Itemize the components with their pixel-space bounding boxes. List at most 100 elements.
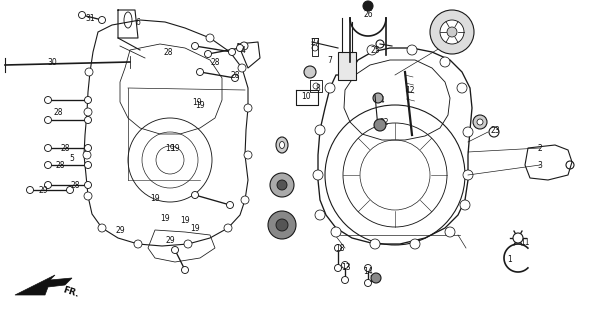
Text: 19: 19 (170, 143, 180, 153)
Circle shape (85, 68, 93, 76)
Circle shape (241, 196, 249, 204)
Circle shape (276, 219, 288, 231)
Circle shape (44, 116, 52, 124)
Text: 16: 16 (275, 180, 285, 189)
Circle shape (44, 162, 52, 169)
Circle shape (244, 104, 252, 112)
Text: 3: 3 (537, 161, 543, 170)
Text: 7: 7 (328, 55, 332, 65)
Circle shape (184, 240, 192, 248)
Circle shape (315, 210, 325, 220)
Circle shape (463, 170, 473, 180)
Text: 28: 28 (230, 70, 240, 79)
Circle shape (44, 181, 52, 188)
Circle shape (84, 108, 92, 116)
Text: 26: 26 (363, 10, 373, 19)
Circle shape (371, 273, 381, 283)
Circle shape (477, 119, 483, 125)
Circle shape (473, 115, 487, 129)
Circle shape (270, 173, 294, 197)
Circle shape (447, 27, 457, 37)
Text: 28: 28 (164, 47, 173, 57)
Text: 10: 10 (301, 92, 311, 100)
Text: 5: 5 (69, 154, 74, 163)
Circle shape (244, 151, 252, 159)
Text: 8: 8 (316, 84, 320, 92)
Text: 29: 29 (165, 236, 175, 244)
Text: 11: 11 (521, 237, 530, 246)
Circle shape (374, 119, 386, 131)
Circle shape (226, 202, 234, 209)
Circle shape (365, 279, 371, 286)
Circle shape (181, 267, 189, 274)
Text: 28: 28 (210, 58, 220, 67)
Circle shape (313, 170, 323, 180)
Text: 27: 27 (310, 37, 320, 46)
Circle shape (268, 211, 296, 239)
Text: 29: 29 (38, 186, 48, 195)
Text: 17: 17 (275, 140, 285, 149)
Circle shape (407, 45, 417, 55)
Text: 9: 9 (307, 68, 313, 76)
Text: 4: 4 (241, 45, 246, 54)
Circle shape (513, 233, 523, 243)
Circle shape (84, 162, 92, 169)
Circle shape (430, 10, 474, 54)
Circle shape (192, 191, 198, 198)
Circle shape (325, 83, 335, 93)
Text: FR.: FR. (62, 285, 80, 299)
Circle shape (331, 227, 341, 237)
Circle shape (134, 240, 142, 248)
Circle shape (204, 51, 211, 58)
Circle shape (228, 49, 235, 55)
Ellipse shape (280, 141, 285, 148)
Circle shape (370, 239, 380, 249)
Circle shape (237, 44, 244, 52)
Polygon shape (15, 275, 72, 295)
Circle shape (44, 97, 52, 103)
Circle shape (84, 145, 92, 151)
Text: 14: 14 (363, 268, 373, 276)
Circle shape (44, 145, 52, 151)
Circle shape (83, 151, 91, 159)
Circle shape (445, 227, 455, 237)
Text: 19: 19 (195, 100, 205, 109)
Circle shape (196, 68, 204, 76)
Circle shape (240, 42, 248, 50)
Circle shape (78, 12, 86, 19)
Text: 18: 18 (335, 244, 345, 252)
Text: 12: 12 (406, 85, 415, 94)
Text: 25: 25 (370, 45, 380, 54)
Text: 29: 29 (115, 226, 125, 235)
Circle shape (26, 187, 34, 194)
Text: 1: 1 (507, 255, 512, 265)
Circle shape (231, 75, 238, 82)
Text: 19: 19 (192, 98, 202, 107)
Ellipse shape (276, 137, 288, 153)
Circle shape (410, 239, 420, 249)
Circle shape (341, 276, 349, 284)
Circle shape (171, 246, 179, 253)
Polygon shape (338, 52, 356, 80)
Text: 30: 30 (47, 58, 57, 67)
Text: 28: 28 (55, 161, 65, 170)
Circle shape (277, 180, 287, 190)
Text: 22: 22 (379, 117, 389, 126)
Circle shape (98, 17, 105, 23)
Text: 28: 28 (53, 108, 63, 116)
Circle shape (206, 34, 214, 42)
Circle shape (84, 181, 92, 188)
Text: 13: 13 (341, 263, 351, 273)
Text: 2: 2 (538, 143, 542, 153)
Circle shape (315, 125, 325, 135)
Circle shape (367, 45, 377, 55)
Circle shape (334, 244, 341, 252)
Circle shape (334, 265, 341, 271)
Circle shape (98, 224, 106, 232)
Circle shape (66, 187, 74, 194)
Circle shape (84, 192, 92, 200)
Circle shape (304, 66, 316, 78)
Text: 21: 21 (477, 117, 487, 126)
Circle shape (440, 57, 450, 67)
Text: 19: 19 (160, 213, 170, 222)
